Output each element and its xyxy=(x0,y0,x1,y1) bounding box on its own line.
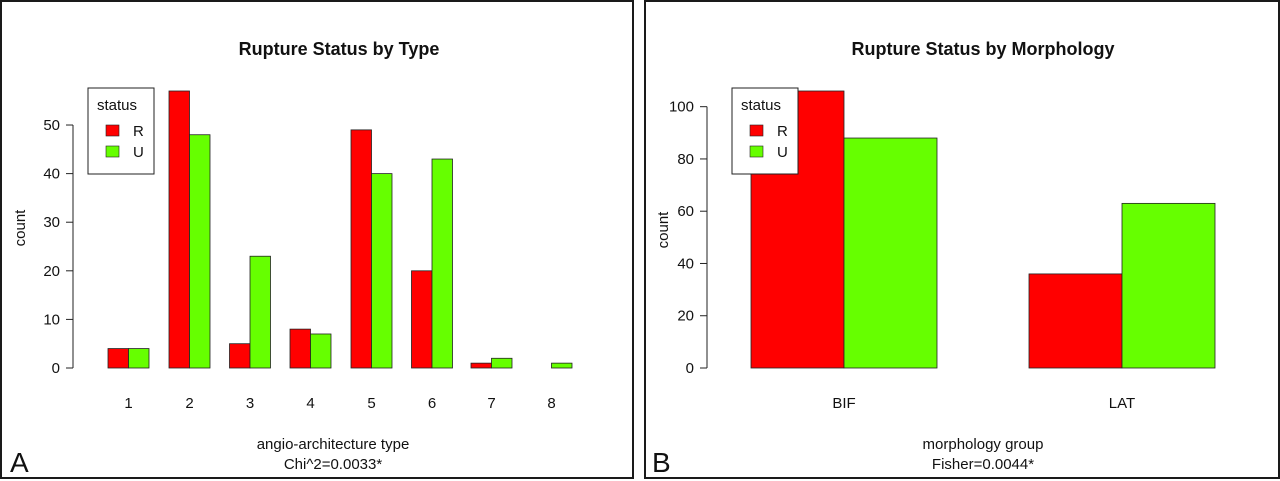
chart-b-svg: Rupture Status by Morphology count morph… xyxy=(652,39,1216,478)
chart-a-plot: 1 2 3 4 5 6 7 8 0 10 20 30 40 50 xyxy=(43,90,573,412)
chart-a-y-tick-label: 30 xyxy=(43,214,60,231)
chart-a-x-tick-label: 5 xyxy=(367,395,375,412)
chart-a-y-tick-label: 10 xyxy=(43,311,60,328)
chart-b-y-tick-label: 80 xyxy=(677,151,694,168)
chart-b-legend-swatch-u xyxy=(749,145,764,158)
chart-a-y-tick-label: 40 xyxy=(43,166,60,183)
chart-a-title: Rupture Status by Type xyxy=(239,39,440,59)
chart-b-xlabel: morphology group xyxy=(923,436,1044,453)
chart-a-x-tick-label: 8 xyxy=(547,395,555,412)
chart-panel-b: Rupture Status by Morphology count morph… xyxy=(644,0,1280,479)
chart-a-xlabel: angio-architecture type xyxy=(257,436,410,453)
chart-b-legend-label-u: U xyxy=(777,144,788,161)
chart-b-legend-box xyxy=(731,87,799,175)
chart-a-bar-r-1 xyxy=(107,348,129,369)
chart-b-y-tick-label: 20 xyxy=(677,308,694,325)
chart-b-legend: status R U xyxy=(731,87,799,175)
chart-a-legend-box xyxy=(87,87,155,175)
panel-label-a: A xyxy=(10,447,29,478)
chart-b-x-tick-label: LAT xyxy=(1109,395,1135,412)
chart-a-legend-label-u: U xyxy=(133,144,144,161)
chart-b-y-tick-label: 60 xyxy=(677,203,694,220)
chart-a-x-tick-label: 2 xyxy=(185,395,193,412)
chart-a-bar-u-3 xyxy=(249,255,271,369)
chart-b-x-tick-label: BIF xyxy=(832,395,855,412)
chart-a-bar-u-1 xyxy=(128,348,150,369)
chart-a-x-tick-label: 3 xyxy=(246,395,254,412)
chart-b-bar-u-BIF xyxy=(843,137,938,369)
chart-a-legend-label-r: R xyxy=(133,123,144,140)
chart-b-subtitle: Fisher=0.0044* xyxy=(932,456,1034,473)
chart-b-legend-title: status xyxy=(741,97,781,114)
chart-a-bar-u-4 xyxy=(310,333,332,369)
chart-a-bar-u-5 xyxy=(371,173,393,369)
chart-a-y-tick-label: 20 xyxy=(43,263,60,280)
chart-a-legend-swatch-r xyxy=(105,124,120,137)
chart-a-bar-r-6 xyxy=(411,270,433,369)
chart-b-bar-u-LAT xyxy=(1121,202,1216,369)
chart-a-bar-u-7 xyxy=(491,357,513,369)
chart-panel-a: Rupture Status by Type count angio-archi… xyxy=(0,0,634,479)
chart-a-bar-u-6 xyxy=(431,158,453,369)
chart-b-bar-r-LAT xyxy=(1028,273,1123,369)
chart-b-y-tick-label: 0 xyxy=(686,360,694,377)
chart-a-x-tick-label: 6 xyxy=(428,395,436,412)
chart-a-bar-r-3 xyxy=(229,343,251,369)
chart-a-legend: status R U xyxy=(87,87,155,175)
chart-a-x-tick-label: 4 xyxy=(306,395,314,412)
chart-b-legend-swatch-r xyxy=(749,124,764,137)
chart-a-bar-u-8 xyxy=(551,362,573,369)
chart-b-y-tick-label: 40 xyxy=(677,255,694,272)
chart-b-legend-label-r: R xyxy=(777,123,788,140)
chart-b-y-tick-label: 100 xyxy=(669,99,694,116)
chart-a-bar-r-5 xyxy=(350,129,372,369)
chart-a-ylabel: count xyxy=(12,209,29,247)
chart-b-ylabel: count xyxy=(655,211,672,249)
chart-a-legend-swatch-u xyxy=(105,145,120,158)
chart-a-svg: Rupture Status by Type count angio-archi… xyxy=(10,39,573,478)
chart-a-subtitle: Chi^2=0.0033* xyxy=(284,456,383,473)
panel-label-b: B xyxy=(652,447,671,478)
chart-a-bar-r-7 xyxy=(470,362,492,369)
chart-a-y-tick-label: 50 xyxy=(43,117,60,134)
chart-a-bar-r-2 xyxy=(168,90,190,369)
chart-a-x-tick-label: 1 xyxy=(124,395,132,412)
chart-b-title: Rupture Status by Morphology xyxy=(852,39,1115,59)
chart-a-legend-title: status xyxy=(97,97,137,114)
chart-a-bar-r-4 xyxy=(289,328,311,369)
chart-a-bar-u-2 xyxy=(189,134,211,369)
chart-a-y-tick-label: 0 xyxy=(52,360,60,377)
chart-a-x-tick-label: 7 xyxy=(487,395,495,412)
